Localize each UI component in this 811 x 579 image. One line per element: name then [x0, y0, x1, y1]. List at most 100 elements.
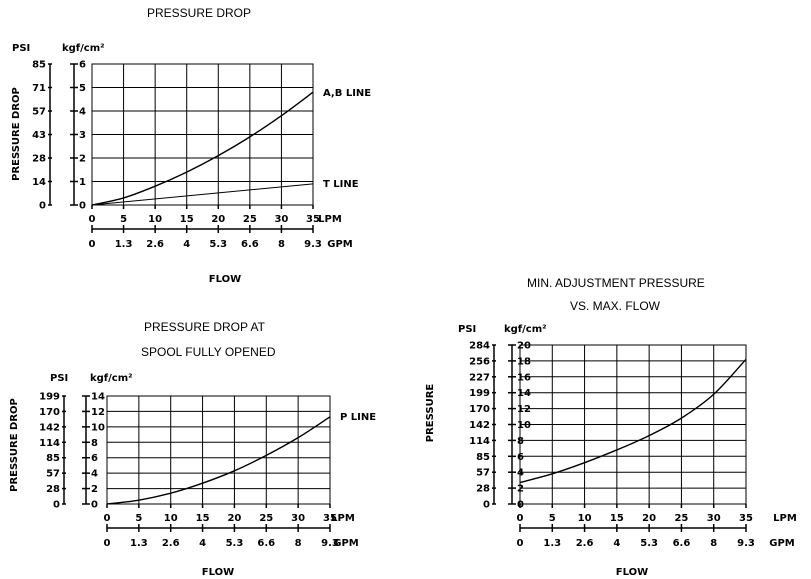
x-tick-label-gpm: 2.6 — [576, 538, 594, 549]
x-tick-label-lpm: 30 — [274, 214, 288, 225]
x-tick-label-gpm: 6.6 — [257, 538, 275, 549]
x-tick-label-gpm: 1.3 — [115, 239, 133, 250]
x-tick-label-gpm: 0 — [517, 538, 524, 549]
chart-2-y-axis-label: PRESSURE DROP — [9, 398, 20, 492]
x-tick-label-lpm: 0 — [104, 513, 111, 524]
chart-2-kgf-unit: kgf/cm² — [90, 373, 133, 384]
y-tick-label-psi: 199 — [469, 388, 490, 399]
x-tick-label-gpm: 1.3 — [130, 538, 148, 549]
y-tick-label-psi: 284 — [469, 341, 490, 352]
x-tick-label-lpm: 20 — [642, 513, 656, 524]
y-tick-label-psi: 28 — [476, 484, 490, 495]
chart-1-title: PRESSURE DROP — [147, 6, 251, 20]
x-axis-unit-lpm: LPM — [318, 214, 342, 225]
x-tick-label-lpm: 10 — [164, 513, 178, 524]
y-tick-label-psi: 14 — [32, 177, 46, 188]
x-tick-label-gpm: 0 — [89, 239, 96, 250]
x-tick-label-gpm: 4 — [613, 538, 620, 549]
x-tick-label-gpm: 0 — [104, 538, 111, 549]
x-tick-label-gpm: 9.3 — [737, 538, 755, 549]
x-tick-label-gpm: 8 — [278, 239, 285, 250]
y-tick-label-kgf: 6 — [517, 452, 524, 463]
y-tick-label-kgf: 0 — [91, 500, 98, 511]
x-tick-label-gpm: 9.3 — [304, 239, 322, 250]
y-tick-label-psi: 28 — [46, 484, 60, 495]
chart-1-kgf-unit: kgf/cm² — [62, 43, 105, 54]
y-tick-label-psi: 57 — [32, 107, 46, 118]
y-tick-label-kgf: 5 — [79, 83, 86, 94]
x-tick-label-gpm: 4 — [183, 239, 190, 250]
x-tick-label-lpm: 20 — [211, 214, 225, 225]
y-tick-label-kgf: 14 — [91, 392, 105, 403]
y-tick-label-kgf: 8 — [91, 438, 98, 449]
y-tick-label-kgf: 16 — [517, 372, 531, 383]
chart-pressure-drop: PRESSURE DROP PSI kgf/cm² PRESSURE DROP … — [11, 6, 371, 285]
x-tick-label-gpm: 2.6 — [146, 239, 164, 250]
y-tick-label-psi: 170 — [39, 407, 60, 418]
x-tick-label-lpm: 10 — [578, 513, 592, 524]
y-tick-label-kgf: 20 — [517, 341, 531, 352]
y-tick-label-psi: 43 — [32, 130, 46, 141]
plot-frame — [91, 63, 314, 206]
y-tick-label-kgf: 10 — [91, 422, 105, 433]
x-tick-label-gpm: 4 — [199, 538, 206, 549]
x-axis-unit-lpm: LPM — [773, 513, 797, 524]
chart-2-psi-unit: PSI — [50, 373, 68, 384]
plot-frame — [519, 344, 747, 505]
x-tick-label-lpm: 20 — [227, 513, 241, 524]
y-tick-label-psi: 114 — [39, 438, 60, 449]
y-tick-label-psi: 57 — [46, 469, 60, 480]
x-tick-label-gpm: 6.6 — [241, 239, 259, 250]
x-axis-unit-lpm: LPM — [331, 513, 355, 524]
series-line-p-line — [106, 416, 331, 505]
x-tick-label-lpm: 15 — [196, 513, 210, 524]
y-tick-label-psi: 142 — [469, 420, 490, 431]
chart-min-adjustment-pressure: MIN. ADJUSTMENT PRESSURE VS. MAX. FLOW P… — [425, 276, 797, 578]
y-tick-label-psi: 0 — [483, 500, 490, 511]
series-line-curve — [519, 358, 747, 484]
chart-2-x-axis-label: FLOW — [202, 567, 234, 578]
chart-3-kgf-unit: kgf/cm² — [504, 324, 547, 335]
y-tick-label-kgf: 12 — [91, 407, 105, 418]
y-tick-label-kgf: 3 — [79, 130, 86, 141]
y-tick-label-kgf: 0 — [79, 201, 86, 212]
chart-3-x-axis-label: FLOW — [616, 567, 648, 578]
series-label-p-line: P LINE — [340, 412, 376, 423]
x-tick-label-lpm: 30 — [707, 513, 721, 524]
y-tick-label-psi: 0 — [53, 500, 60, 511]
y-tick-label-kgf: 1 — [79, 177, 86, 188]
x-tick-label-lpm: 0 — [517, 513, 524, 524]
y-tick-label-kgf: 12 — [517, 404, 531, 415]
x-axis-unit-gpm: GPM — [769, 538, 795, 549]
y-tick-label-kgf: 2 — [517, 484, 524, 495]
y-tick-label-psi: 114 — [469, 436, 490, 447]
y-tick-label-psi: 256 — [469, 356, 490, 367]
x-tick-label-lpm: 35 — [323, 513, 337, 524]
y-tick-label-psi: 199 — [39, 392, 60, 403]
y-tick-label-kgf: 6 — [79, 60, 86, 71]
x-tick-label-gpm: 2.6 — [162, 538, 180, 549]
chart-2-title-line-2: SPOOL FULLY OPENED — [141, 345, 276, 359]
series-label-t-line: T LINE — [323, 179, 359, 190]
y-tick-label-psi: 28 — [32, 154, 46, 165]
x-tick-label-lpm: 10 — [148, 214, 162, 225]
chart-pressure-drop-spool-opened: PRESSURE DROP AT SPOOL FULLY OPENED PSI … — [9, 320, 376, 578]
y-tick-label-psi: 85 — [32, 60, 46, 71]
series-label-a-b-line: A,B LINE — [323, 88, 371, 99]
chart-1-y-axis-label: PRESSURE DROP — [11, 87, 22, 181]
x-axis-unit-gpm: GPM — [333, 538, 359, 549]
x-tick-label-lpm: 25 — [674, 513, 688, 524]
plot-grid — [107, 396, 330, 504]
x-tick-label-lpm: 25 — [243, 214, 257, 225]
y-tick-label-kgf: 2 — [79, 154, 86, 165]
y-tick-label-kgf: 14 — [517, 388, 531, 399]
y-tick-label-kgf: 4 — [517, 468, 524, 479]
plot-grid — [92, 64, 313, 205]
y-tick-label-psi: 57 — [476, 468, 490, 479]
y-tick-label-psi: 227 — [469, 372, 490, 383]
y-tick-label-kgf: 4 — [79, 107, 86, 118]
y-tick-label-kgf: 10 — [517, 420, 531, 431]
x-tick-label-lpm: 15 — [610, 513, 624, 524]
x-tick-label-gpm: 5.3 — [209, 239, 227, 250]
